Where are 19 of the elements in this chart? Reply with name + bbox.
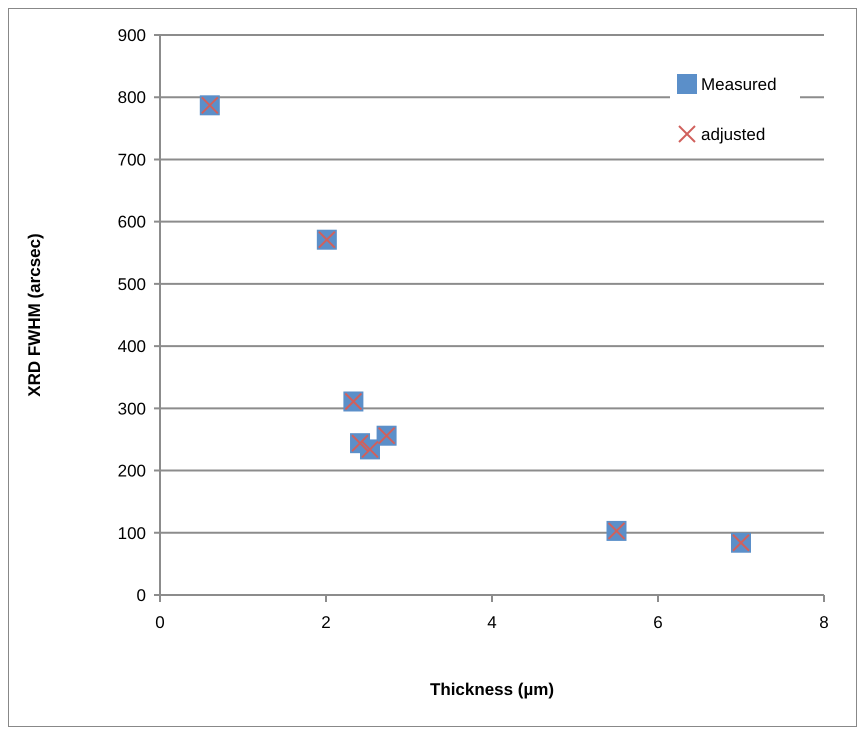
y-axis-title: XRD FWHM (arcsec): [25, 233, 44, 397]
x-tick-label: 8: [819, 613, 829, 632]
x-tick-label: 6: [653, 613, 663, 632]
x-tick-label: 4: [487, 613, 497, 632]
legend-label: Measured: [701, 75, 777, 94]
y-tick-label: 200: [118, 462, 146, 481]
x-axis-title: Thickness (µm): [430, 680, 554, 699]
x-tick-label: 2: [321, 613, 331, 632]
y-tick-label: 0: [136, 586, 146, 605]
y-tick-label: 600: [118, 212, 146, 232]
y-tick-label: 400: [118, 337, 146, 356]
y-tick-label: 300: [118, 399, 146, 418]
y-tick-label: 100: [118, 524, 146, 543]
legend-label: adjusted: [701, 125, 766, 144]
y-tick-label: 500: [118, 274, 146, 294]
y-tick-label: 900: [118, 26, 146, 45]
y-tick-label: 800: [118, 88, 146, 108]
x-tick-label: 0: [155, 613, 165, 632]
y-tick-label: 700: [118, 150, 146, 170]
